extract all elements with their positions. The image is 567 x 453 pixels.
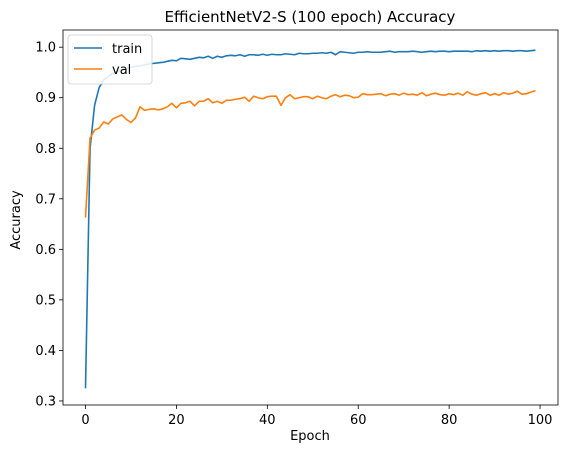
x-tick-label: 20 — [168, 413, 185, 428]
x-tick-label: 100 — [528, 413, 553, 428]
x-tick-label: 80 — [441, 413, 458, 428]
y-tick-label: 1.0 — [35, 41, 56, 56]
y-tick-label: 0.7 — [35, 192, 56, 207]
x-tick-label: 0 — [81, 413, 89, 428]
y-tick-label: 0.9 — [35, 91, 56, 106]
x-tick-label: 40 — [259, 413, 276, 428]
y-axis-title: Accuracy — [9, 190, 24, 250]
y-tick-label: 0.4 — [35, 344, 56, 359]
chart-title: EfficientNetV2-S (100 epoch) Accuracy — [165, 8, 456, 26]
y-tick-label: 0.3 — [35, 394, 56, 409]
legend-label-val: val — [112, 63, 131, 78]
x-axis-title: Epoch — [290, 429, 330, 444]
legend-label-train: train — [112, 42, 142, 57]
legend: train val — [68, 35, 152, 84]
y-tick-label: 0.5 — [35, 293, 56, 308]
x-tick-label: 60 — [350, 413, 367, 428]
y-tick-label: 0.8 — [35, 142, 56, 157]
y-tick-label: 0.6 — [35, 243, 56, 258]
